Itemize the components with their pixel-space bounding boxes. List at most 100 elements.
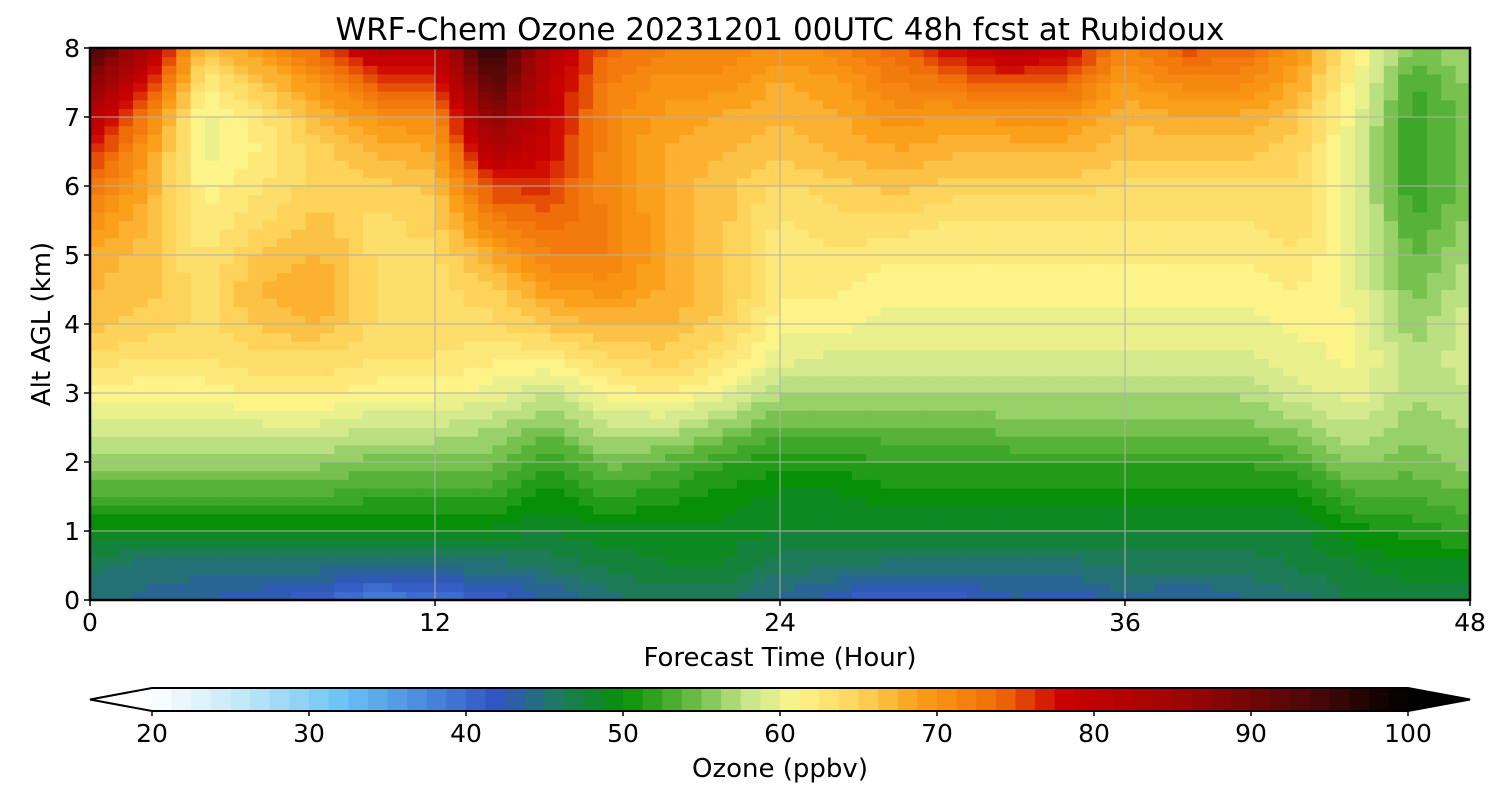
ozone-cell bbox=[794, 246, 810, 256]
ozone-cell bbox=[305, 384, 321, 394]
ozone-cell bbox=[880, 436, 896, 446]
ozone-cell bbox=[262, 289, 278, 299]
ozone-cell bbox=[823, 470, 839, 480]
ozone-cell bbox=[176, 410, 192, 420]
ozone-cell bbox=[176, 349, 192, 360]
ozone-cell bbox=[391, 522, 407, 532]
ozone-cell bbox=[621, 91, 637, 101]
ozone-cell bbox=[1081, 574, 1097, 584]
ozone-cell bbox=[923, 565, 939, 575]
ozone-cell bbox=[1010, 565, 1025, 575]
ozone-cell bbox=[693, 237, 709, 247]
ozone-cell bbox=[621, 574, 637, 584]
ozone-cell bbox=[966, 48, 982, 58]
ozone-cell bbox=[463, 306, 479, 316]
ozone-cell bbox=[248, 125, 264, 135]
ozone-cell bbox=[363, 513, 379, 523]
ozone-cell bbox=[621, 444, 637, 454]
ozone-cell bbox=[1024, 358, 1040, 368]
ozone-cell bbox=[837, 255, 853, 265]
ozone-cell bbox=[1038, 315, 1054, 325]
ozone-cell bbox=[205, 246, 220, 256]
ozone-cell bbox=[981, 479, 997, 489]
ozone-cell bbox=[708, 358, 724, 368]
ozone-cell bbox=[463, 548, 479, 558]
ozone-cell bbox=[880, 462, 896, 472]
ozone-cell bbox=[478, 410, 494, 420]
ozone-cell bbox=[276, 91, 292, 101]
ozone-cell bbox=[621, 203, 637, 213]
ozone-cell bbox=[1096, 237, 1112, 247]
ozone-cell bbox=[1196, 117, 1212, 127]
ozone-cell bbox=[521, 324, 537, 334]
ozone-cell bbox=[923, 117, 939, 127]
ozone-cell bbox=[305, 358, 321, 368]
ozone-cell bbox=[823, 574, 839, 584]
ozone-cell bbox=[981, 315, 997, 325]
ozone-cell bbox=[1038, 375, 1054, 385]
ozone-cell bbox=[449, 556, 465, 567]
ozone-cell bbox=[348, 522, 364, 532]
ozone-cell bbox=[1053, 177, 1069, 187]
ozone-cell bbox=[1081, 332, 1097, 342]
ozone-cell bbox=[377, 134, 393, 144]
ozone-cell bbox=[923, 298, 939, 308]
ozone-cell bbox=[880, 444, 896, 454]
ozone-cell bbox=[923, 73, 939, 84]
ozone-cell bbox=[636, 582, 652, 592]
ozone-cell bbox=[1081, 280, 1097, 291]
ozone-cell bbox=[535, 246, 551, 256]
ozone-cell bbox=[133, 160, 149, 170]
ozone-cell bbox=[578, 384, 594, 394]
ozone-cell bbox=[391, 410, 407, 420]
ozone-cell bbox=[550, 341, 565, 351]
ozone-cell bbox=[104, 505, 120, 515]
ozone-cell bbox=[248, 453, 264, 463]
ozone-cell bbox=[161, 574, 177, 584]
ozone-cell bbox=[291, 349, 307, 360]
ozone-cell bbox=[564, 108, 580, 118]
ozone-cell bbox=[377, 470, 393, 480]
ozone-cell bbox=[593, 332, 609, 342]
ozone-cell bbox=[104, 470, 120, 480]
ozone-cell bbox=[320, 462, 335, 472]
ozone-cell bbox=[205, 73, 220, 84]
ozone-cell bbox=[90, 91, 105, 101]
ozone-cell bbox=[909, 548, 925, 558]
ozone-cell bbox=[248, 177, 264, 187]
ozone-cell bbox=[895, 289, 910, 299]
ozone-cell bbox=[550, 255, 565, 265]
ozone-cell bbox=[564, 168, 580, 178]
ozone-cell bbox=[147, 280, 163, 291]
ozone-cell bbox=[348, 99, 364, 109]
ozone-cell bbox=[550, 539, 565, 549]
ozone-cell bbox=[794, 375, 810, 385]
ozone-cell bbox=[780, 117, 795, 127]
ozone-cell bbox=[205, 341, 220, 351]
ozone-cell bbox=[248, 375, 264, 385]
ozone-cell bbox=[837, 203, 853, 213]
ozone-cell bbox=[262, 324, 278, 334]
ozone-cell bbox=[981, 548, 997, 558]
ozone-cell bbox=[966, 168, 982, 178]
ozone-cell bbox=[535, 349, 551, 360]
ozone-cell bbox=[276, 453, 292, 463]
ozone-cell bbox=[1139, 548, 1155, 558]
ozone-cell bbox=[1125, 289, 1140, 299]
ozone-cell bbox=[995, 349, 1011, 360]
ozone-cell bbox=[593, 582, 609, 592]
ozone-cell bbox=[679, 410, 695, 420]
ozone-cell bbox=[981, 453, 997, 463]
ozone-cell bbox=[449, 246, 465, 256]
ozone-cell bbox=[966, 280, 982, 291]
ozone-cell bbox=[133, 263, 149, 273]
ozone-cell bbox=[1038, 358, 1054, 368]
ozone-cell bbox=[320, 211, 335, 222]
ozone-cell bbox=[233, 539, 249, 549]
ozone-cell bbox=[118, 444, 134, 454]
ozone-cell bbox=[1096, 556, 1112, 567]
ozone-cell bbox=[506, 539, 522, 549]
ozone-cell bbox=[851, 56, 867, 66]
ozone-cell bbox=[708, 108, 724, 118]
ozone-cell bbox=[636, 384, 652, 394]
